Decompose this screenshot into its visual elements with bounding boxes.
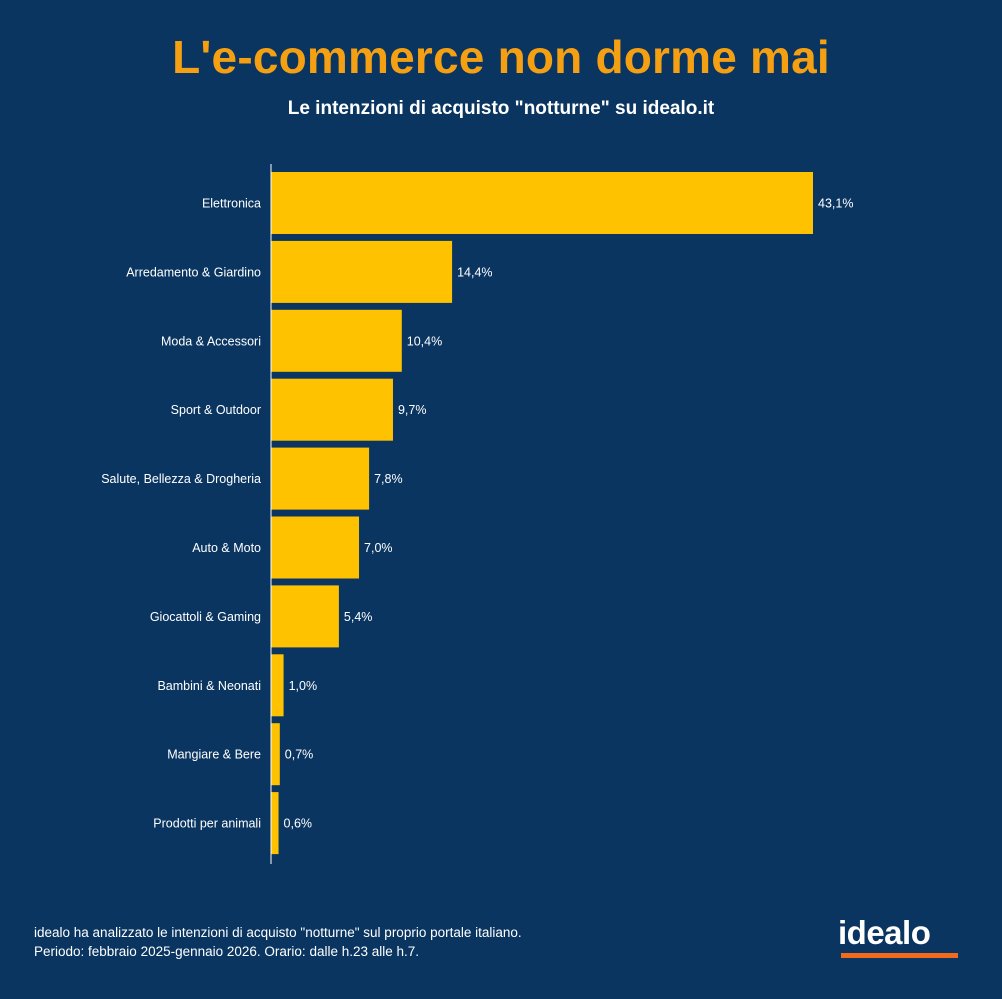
bar-chart: Elettronica 43,1% Arredamento & Giardino 14… xyxy=(101,164,853,864)
category-label: Bambini & Neonati xyxy=(157,679,261,693)
bar-6 xyxy=(271,585,339,648)
bar-4 xyxy=(271,447,370,510)
category-label: Arredamento & Giardino xyxy=(126,265,261,279)
value-label: 7,0% xyxy=(364,541,393,555)
chart-subtitle: Le intenzioni di acquisto "notturne" su … xyxy=(287,98,715,119)
value-label: 5,4% xyxy=(344,610,373,624)
bar-8 xyxy=(271,723,280,786)
value-label: 1,0% xyxy=(289,679,318,693)
idealo-logo: idealo xyxy=(838,914,962,960)
bar-7 xyxy=(271,654,284,717)
category-label: Salute, Bellezza & Drogheria xyxy=(101,472,261,486)
logo-text: idealo xyxy=(838,914,931,951)
bar-1 xyxy=(271,240,453,303)
bar-3 xyxy=(271,378,393,441)
category-label: Giocattoli & Gaming xyxy=(150,610,261,624)
category-label: Auto & Moto xyxy=(192,541,261,555)
value-label: 10,4% xyxy=(407,334,442,348)
value-label: 7,8% xyxy=(374,472,403,486)
bar-9 xyxy=(271,792,279,855)
value-label: 0,6% xyxy=(284,817,313,831)
bars-layer: Elettronica 43,1% Arredamento & Giardino 14… xyxy=(101,172,853,855)
category-label: Sport & Outdoor xyxy=(171,403,261,417)
category-label: Elettronica xyxy=(202,197,261,211)
category-label: Moda & Accessori xyxy=(161,334,261,348)
category-label: Mangiare & Bere xyxy=(167,748,261,762)
value-label: 43,1% xyxy=(818,197,853,211)
value-label: 0,7% xyxy=(285,748,314,762)
value-label: 14,4% xyxy=(457,265,492,279)
bar-0 xyxy=(271,172,813,234)
category-label: Prodotti per animali xyxy=(153,817,261,831)
bar-2 xyxy=(271,309,402,372)
chart-title: L'e-commerce non dorme mai xyxy=(172,31,830,83)
logo-underline xyxy=(841,953,958,958)
value-label: 9,7% xyxy=(398,403,427,417)
footnote: idealo ha analizzato le intenzioni di ac… xyxy=(34,925,522,959)
bar-5 xyxy=(271,516,360,579)
